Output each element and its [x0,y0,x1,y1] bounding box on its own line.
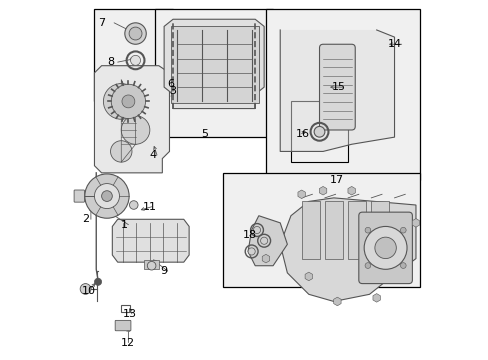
Bar [144,260,159,269]
Circle shape [253,226,260,234]
Text: 5: 5 [201,129,208,139]
Circle shape [110,141,132,162]
Circle shape [94,184,119,208]
Polygon shape [164,19,264,109]
FancyBboxPatch shape [74,190,84,202]
Bar [290,102,347,162]
Bar [370,202,388,258]
Bar [94,9,173,102]
Bar [94,9,173,102]
Polygon shape [94,66,169,173]
Text: 6: 6 [167,78,174,89]
Circle shape [374,237,395,258]
Circle shape [103,84,139,119]
Circle shape [364,226,406,269]
Bar [265,9,419,180]
Text: 17: 17 [329,175,344,185]
Text: 3: 3 [169,86,176,96]
Circle shape [80,284,91,294]
Text: 9: 9 [160,266,167,276]
Text: 8: 8 [107,57,114,67]
Circle shape [313,126,324,137]
Bar [223,173,419,287]
Polygon shape [112,219,189,262]
Text: 11: 11 [142,202,156,212]
Circle shape [260,237,267,244]
Text: 1: 1 [121,220,128,230]
Circle shape [102,191,112,202]
Text: 4: 4 [149,150,157,160]
FancyBboxPatch shape [115,320,131,331]
Circle shape [129,201,138,209]
Circle shape [365,227,370,233]
Circle shape [130,55,140,65]
Circle shape [94,278,102,285]
Text: 14: 14 [386,39,401,49]
Circle shape [400,227,406,233]
Circle shape [121,116,149,144]
Bar [121,305,130,312]
Text: 7: 7 [98,18,105,28]
FancyBboxPatch shape [358,212,411,284]
Polygon shape [247,216,287,266]
Bar [347,202,365,258]
Polygon shape [280,198,415,301]
Polygon shape [280,30,394,152]
Text: 15: 15 [331,82,346,92]
FancyBboxPatch shape [319,44,354,130]
Bar [301,202,319,258]
Circle shape [247,248,255,255]
Bar [265,9,419,180]
Circle shape [111,84,145,118]
Circle shape [124,23,146,44]
Text: 10: 10 [82,286,96,296]
Circle shape [400,263,406,269]
Bar [155,9,272,137]
Text: 13: 13 [123,309,137,319]
Bar [171,26,258,103]
Text: 12: 12 [121,338,135,347]
Bar [324,202,342,258]
Circle shape [122,95,135,108]
Bar [155,9,272,137]
Circle shape [129,27,142,40]
Circle shape [365,263,370,269]
Text: 2: 2 [82,214,89,224]
Bar [223,173,419,287]
Text: 18: 18 [242,230,256,240]
Text: 16: 16 [296,129,310,139]
Circle shape [84,174,129,218]
Circle shape [147,261,156,270]
